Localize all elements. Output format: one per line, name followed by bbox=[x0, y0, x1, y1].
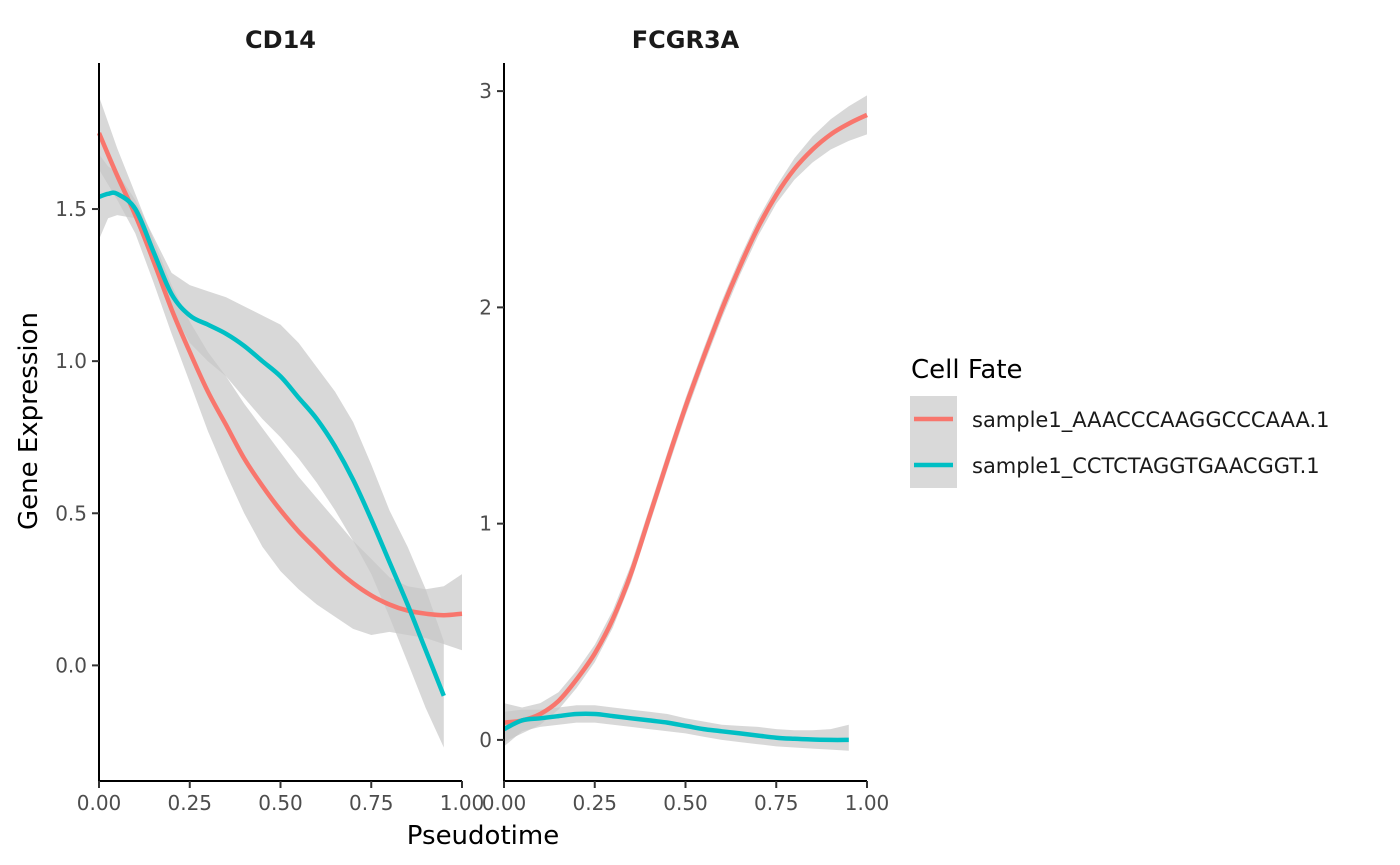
panel-title-fcgr3a: FCGR3A bbox=[632, 26, 740, 54]
panel-cd14: CD14 0.0 0.5 1.0 1.5 0.00 0.25 0.50 0.75 1.00 bbox=[55, 26, 484, 815]
y-axis-title: Gene Expression bbox=[14, 312, 44, 530]
x-tick-label: 0.75 bbox=[754, 791, 799, 815]
legend-key-background bbox=[910, 396, 957, 488]
x-tick-label: 0.75 bbox=[349, 791, 394, 815]
y-tick-label: 1 bbox=[479, 512, 492, 536]
series-line-2 bbox=[98, 190, 446, 697]
y-tick-label: 2 bbox=[479, 295, 492, 319]
legend-label-series-2: sample1_CCTCTAGGTGAACGGT.1 bbox=[972, 454, 1320, 479]
x-tick-label: 0.25 bbox=[167, 791, 212, 815]
x-tick-label: 0.25 bbox=[572, 791, 617, 815]
y-tick-label: 0.0 bbox=[55, 653, 87, 677]
y-tick-label: 1.5 bbox=[55, 197, 87, 221]
x-tick-label: 0.00 bbox=[77, 791, 122, 815]
x-tick-label: 0.00 bbox=[482, 791, 527, 815]
x-tick-label: 1.00 bbox=[440, 791, 485, 815]
legend-label-series-1: sample1_AAACCCAAGGCCCAAA.1 bbox=[972, 408, 1330, 433]
panel-title-cd14: CD14 bbox=[245, 26, 316, 54]
x-tick-label: 0.50 bbox=[663, 791, 708, 815]
confidence-band-series-2 bbox=[99, 154, 444, 748]
y-tick-label: 3 bbox=[479, 79, 492, 103]
series-line-2 bbox=[502, 711, 849, 743]
y-tick-label: 0.5 bbox=[55, 501, 87, 525]
panel-fcgr3a: FCGR3A 0 1 2 3 0.00 0.25 0.50 0.75 1.00 bbox=[479, 26, 889, 815]
series-line-1 bbox=[503, 112, 868, 725]
legend-title: Cell Fate bbox=[911, 355, 1023, 385]
y-tick-label: 0 bbox=[479, 728, 492, 752]
legend: Cell Fate sample1_AAACCCAAGGCCCAAA.1 sam… bbox=[910, 355, 1330, 488]
x-tick-label: 0.50 bbox=[258, 791, 303, 815]
confidence-band-series-1 bbox=[504, 95, 867, 743]
x-axis-title: Pseudotime bbox=[407, 821, 559, 851]
y-tick-label: 1.0 bbox=[55, 349, 87, 373]
x-tick-label: 1.00 bbox=[845, 791, 890, 815]
confidence-band-series-2 bbox=[504, 705, 849, 751]
series-line-1 bbox=[96, 132, 463, 618]
